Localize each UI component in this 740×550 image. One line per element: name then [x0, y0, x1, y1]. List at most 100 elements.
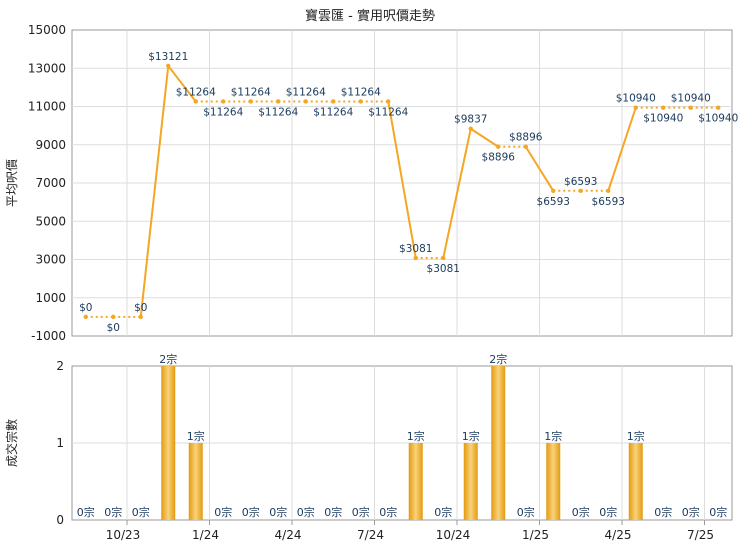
price-point-label: $11264 [368, 106, 408, 118]
x-tick-label: 4/25 [605, 528, 632, 542]
price-point [523, 144, 528, 149]
price-line-segment [442, 128, 472, 259]
price-point [468, 126, 473, 131]
volume-bar-label: 0宗 [682, 505, 700, 519]
price-point [688, 105, 693, 110]
x-tick-label: 7/25 [687, 528, 714, 542]
volume-bar-label: 0宗 [242, 505, 260, 519]
volume-bar-label: 1宗 [627, 429, 645, 443]
price-point-labels: $0 $0 $0 $13121 $11264 $11264 $11264 $11264 $112… [79, 51, 738, 334]
price-point [276, 99, 281, 104]
volume-bar-label: 0宗 [654, 505, 672, 519]
x-tick-label: 10/23 [106, 528, 141, 542]
price-y-tick-label: 11000 [28, 100, 66, 114]
volume-bar-label: 0宗 [324, 505, 342, 519]
volume-bar-label: 0宗 [709, 505, 727, 519]
volume-bar-label: 0宗 [132, 505, 150, 519]
volume-bar-label: 0宗 [517, 505, 535, 519]
price-point-label: $11264 [286, 86, 326, 98]
price-line-segment [607, 107, 637, 192]
price-gridlines [72, 30, 732, 336]
x-tick-label: 1/25 [522, 528, 549, 542]
volume-bar-label: 0宗 [434, 505, 452, 519]
price-point-label: $6593 [537, 196, 570, 208]
price-line-segment [470, 127, 499, 148]
price-point [413, 255, 418, 261]
volume-bar-label: 0宗 [352, 505, 370, 519]
volume-bar-label: 1宗 [187, 429, 205, 443]
price-point [441, 255, 446, 261]
price-point-label: $3081 [427, 263, 460, 275]
price-point-label: $8896 [482, 152, 516, 164]
volume-bar-label: 0宗 [77, 505, 95, 519]
price-y-tick-label: 5000 [35, 214, 66, 228]
price-point [331, 99, 336, 104]
volume-y-tick-label: 0 [56, 513, 64, 527]
volume-bar [188, 443, 203, 520]
price-point-label: $13121 [148, 51, 188, 63]
price-y-tick-label: 15000 [28, 23, 66, 37]
x-axis-ticks: 10/23 1/24 4/24 7/24 10/24 1/25 4/25 7/25 [106, 520, 714, 542]
price-point [193, 99, 198, 104]
price-point-label: $10940 [643, 113, 683, 125]
price-point [221, 99, 226, 104]
price-point [138, 314, 143, 320]
price-point [248, 99, 253, 104]
price-y-tick-label: 3000 [35, 253, 66, 267]
price-point-label: $8896 [509, 132, 543, 144]
price-point-label: $11264 [231, 86, 271, 98]
volume-y-ticks: 2 1 0 [56, 359, 64, 527]
x-tick-label: 1/24 [192, 528, 219, 542]
price-y-tick-label: -1000 [31, 329, 66, 343]
price-line-segment [524, 146, 555, 192]
volume-y-axis-label: 成交宗數 [4, 419, 19, 467]
volume-y-tick-label: 1 [56, 436, 64, 450]
volume-bar-label: 0宗 [297, 505, 315, 519]
volume-bars [161, 366, 643, 520]
volume-bar [546, 443, 561, 520]
volume-bar-label: 1宗 [462, 429, 480, 443]
price-y-ticks: 15000 13000 11000 9000 7000 5000 3000 1000 -1000 [28, 23, 66, 343]
price-y-axis-label: 平均呎價 [5, 159, 19, 207]
price-point-label: $0 [134, 302, 147, 314]
price-point-label: $10940 [616, 93, 656, 105]
x-tick-label: 7/24 [357, 528, 384, 542]
volume-bar-labels: 0宗 0宗 0宗 2宗 1宗 0宗 0宗 0宗 0宗 0宗 0宗 0宗 1宗 0宗 1宗 2宗 0宗 1宗 0宗 0宗… [77, 352, 728, 519]
price-line-segment [387, 101, 417, 259]
price-point [166, 63, 171, 69]
price-point [578, 188, 583, 193]
volume-bar-label: 2宗 [159, 352, 177, 366]
volume-bar [491, 366, 506, 520]
price-point [606, 188, 611, 193]
price-point-label: $3081 [399, 243, 432, 255]
price-point-label: $6593 [592, 196, 625, 208]
price-point-label: $10940 [698, 113, 738, 125]
price-point [358, 99, 363, 104]
price-point-label: $11264 [341, 86, 381, 98]
price-point-label: $0 [79, 302, 92, 314]
price-series [85, 65, 719, 318]
price-point [496, 144, 501, 149]
price-points [83, 63, 721, 320]
price-point [551, 188, 556, 193]
volume-gridlines [72, 366, 732, 520]
price-point-label: $11264 [203, 106, 243, 118]
volume-bar-label: 0宗 [104, 505, 122, 519]
price-point [303, 99, 308, 104]
price-point-label: $0 [107, 322, 120, 334]
volume-bar-label: 1宗 [407, 429, 425, 443]
price-y-tick-label: 13000 [28, 61, 66, 75]
volume-bar [628, 443, 643, 520]
volume-bar [463, 443, 478, 520]
price-point [661, 105, 666, 110]
price-point [83, 314, 88, 320]
volume-bar-label: 1宗 [544, 429, 562, 443]
volume-bar-label: 0宗 [572, 505, 590, 519]
price-point [386, 99, 391, 104]
volume-bar-label: 0宗 [269, 505, 287, 519]
volume-bar [161, 366, 176, 520]
price-line-segment [167, 65, 197, 103]
price-y-tick-label: 7000 [35, 176, 66, 190]
chart-title: 寶雲匯 - 實用呎價走勢 [305, 8, 435, 24]
